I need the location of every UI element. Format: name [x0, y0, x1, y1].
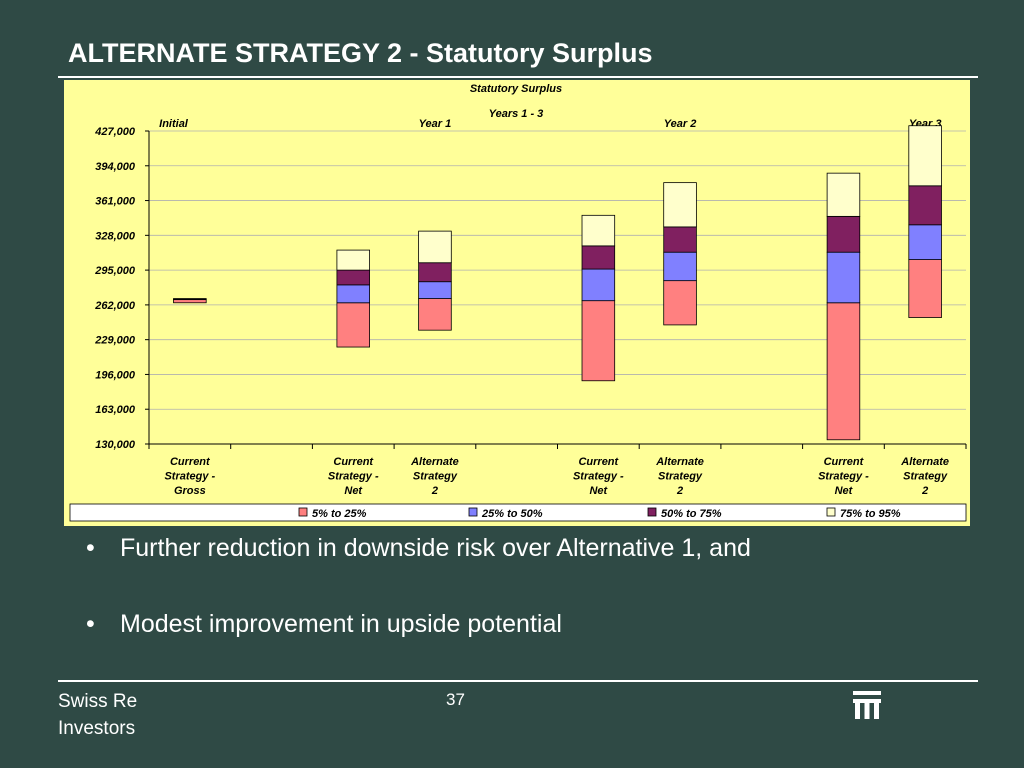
y-tick-label: 130,000 [95, 439, 136, 451]
x-axis-categories: Current Strategy - Gross Current Strategy - N… [164, 456, 949, 497]
period-label: Year 2 [664, 118, 697, 130]
y-tick-label: 163,000 [95, 404, 136, 416]
x-category-label: Current [578, 456, 619, 468]
bar-segment [826, 172, 861, 217]
bullet-text: Further reduction in downside risk over … [120, 534, 751, 562]
bar-segment [908, 224, 942, 260]
legend-swatch [298, 507, 308, 517]
x-category-label: Strategy [903, 471, 948, 483]
bar-segment [336, 269, 370, 286]
y-tick-label: 295,000 [94, 265, 136, 277]
bullet-item: • Further reduction in downside risk over… [86, 534, 751, 562]
statutory-surplus-chart: Statutory Surplus Years 1 - 3 427,000 394… [69, 83, 967, 522]
period-label: Initial [159, 118, 189, 130]
bar-segment [663, 280, 697, 326]
chart-subtitle: Years 1 - 3 [489, 108, 544, 120]
x-category-label: Strategy - [818, 471, 869, 483]
legend-swatch [826, 507, 836, 517]
title-divider [58, 76, 978, 78]
x-category-label: 2 [676, 485, 683, 497]
x-category-label: Gross [174, 485, 206, 497]
y-tick-label: 262,000 [94, 300, 136, 312]
legend: 5% to 25% 25% to 50% 50% to 75% 75% to 95% [69, 503, 967, 522]
x-category-label: Alternate [900, 456, 949, 468]
bar-segment [173, 299, 207, 304]
footer-org: Swiss Re Investors [58, 688, 137, 742]
y-axis: 427,000 394,000 361,000 328,000 295,000 262,0… [94, 126, 967, 451]
x-category-label: Net [344, 485, 363, 497]
bar-segment [663, 226, 697, 253]
swiss-re-logo-icon [853, 691, 881, 719]
bullet-list: • Further reduction in downside risk over… [86, 534, 751, 686]
footer-org-line2: Investors [58, 718, 136, 739]
bar-segment [418, 298, 452, 331]
bar-segment [826, 251, 861, 304]
bar-segment [418, 281, 452, 299]
page-number: 37 [446, 690, 465, 709]
x-category-label: Strategy - [573, 471, 624, 483]
bullet-text: Modest improvement in upside potential [120, 610, 562, 638]
bar-segment [908, 185, 942, 226]
y-tick-label: 328,000 [95, 230, 136, 242]
bar-segment [581, 268, 616, 302]
legend-label: 5% to 25% [312, 508, 367, 520]
x-category-label: Strategy - [164, 471, 215, 483]
bar-segment [663, 182, 697, 228]
y-tick-label: 229,000 [94, 335, 136, 347]
bar-segment [581, 214, 616, 247]
legend-label: 25% to 50% [481, 508, 543, 520]
bar-segment [581, 245, 616, 270]
period-labels: Initial Year 1 Year 2 Year 3 [159, 118, 941, 130]
x-category-label: Alternate [410, 456, 459, 468]
footer-org-line1: Swiss Re [58, 691, 138, 712]
chart-title: Statutory Surplus [470, 83, 562, 95]
y-tick-label: 196,000 [95, 369, 136, 381]
bars [173, 125, 942, 441]
footer-divider [58, 680, 978, 682]
y-tick-label: 427,000 [94, 126, 136, 138]
bar-segment [663, 251, 697, 282]
bullet-item: • Modest improvement in upside potential [86, 610, 562, 638]
legend-swatch [647, 507, 657, 517]
bar-segment [908, 125, 942, 187]
bar-segment [418, 230, 452, 264]
y-tick-label: 361,000 [95, 196, 136, 208]
legend-label: 75% to 95% [840, 508, 901, 520]
x-category-label: Net [835, 485, 854, 497]
y-tick-label: 394,000 [95, 161, 136, 173]
legend-swatch [468, 507, 478, 517]
x-category-label: Current [333, 456, 374, 468]
bar-segment [173, 298, 207, 300]
bar-segment [826, 215, 861, 253]
x-category-label: Current [824, 456, 865, 468]
bar-segment [336, 302, 370, 348]
bar-segment [418, 262, 452, 283]
x-category-label: 2 [921, 485, 928, 497]
bar-segment [908, 259, 942, 318]
x-category-label: Strategy [658, 471, 703, 483]
bar-segment [826, 302, 861, 441]
bar-segment [581, 300, 616, 382]
x-category-label: Strategy [413, 471, 458, 483]
slide-title: ALTERNATE STRATEGY 2 - Statutory Surplus [68, 38, 653, 68]
legend-label: 50% to 75% [661, 508, 722, 520]
x-category-label: Strategy - [328, 471, 379, 483]
x-category-label: Current [170, 456, 211, 468]
chart-panel: Statutory Surplus Years 1 - 3 427,000 394… [64, 80, 970, 526]
bar-segment [336, 249, 370, 271]
x-category-label: 2 [431, 485, 438, 497]
period-label: Year 1 [419, 118, 452, 130]
x-category-label: Net [589, 485, 608, 497]
legend-box [69, 503, 967, 522]
bar-segment [336, 284, 370, 304]
x-category-label: Alternate [655, 456, 704, 468]
